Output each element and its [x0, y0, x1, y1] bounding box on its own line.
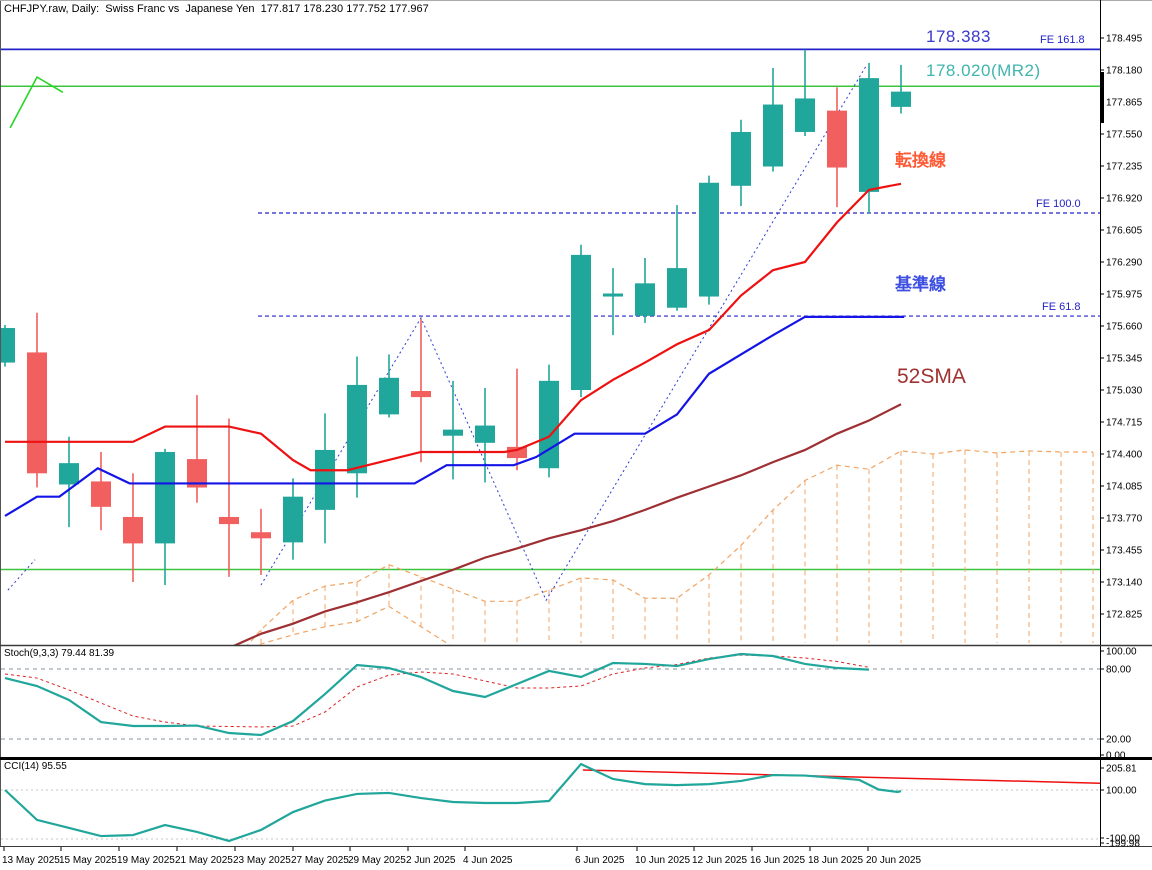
candle-body-18-Jun[interactable] — [827, 110, 847, 168]
cci-line — [4, 762, 902, 843]
date-axis-label: 6 Jun 2025 — [575, 855, 625, 866]
date-axis-label: 13 May 2025 — [2, 855, 60, 866]
cci-axis-label: -100.00 — [1106, 834, 1140, 845]
candle-body-27-May[interactable] — [315, 449, 335, 510]
zigzag-dotted-line — [7, 559, 36, 591]
kijun-line — [4, 315, 905, 517]
date-axis-label: 12 Jun 2025 — [692, 855, 747, 866]
price-axis-label: 172.825 — [1106, 610, 1143, 621]
stochastic-panel[interactable] — [1, 652, 1100, 740]
price-axis-label: 175.975 — [1106, 290, 1143, 301]
green-zigzag-line — [9, 75, 64, 129]
date-axis-label: 10 Jun 2025 — [635, 855, 690, 866]
price-axis-label: 174.715 — [1106, 418, 1143, 429]
price-axis-label: 174.400 — [1106, 450, 1143, 461]
date-axis-label: 27 May 2025 — [291, 855, 349, 866]
date-axis-label: 23 May 2025 — [233, 855, 291, 866]
stoch-axis-label: 0.00 — [1106, 751, 1126, 762]
date-axis-label: 21 May 2025 — [175, 855, 233, 866]
candle-body-3-Jun[interactable] — [475, 425, 495, 443]
candle-body-21-May[interactable] — [187, 459, 207, 488]
sma52-line — [230, 403, 902, 646]
cci-panel[interactable] — [1, 762, 1151, 843]
tenkan-line — [5, 182, 902, 472]
candle-body-19-Jun[interactable] — [859, 78, 879, 192]
candle-body-13-May[interactable] — [0, 328, 15, 363]
main-price-panel[interactable] — [0, 48, 1100, 692]
price-axis-label: 177.550 — [1106, 130, 1143, 141]
candle-body-4-Jun[interactable] — [507, 446, 527, 459]
date-axis-label: 16 Jun 2025 — [750, 855, 805, 866]
date-axis-label: 2 Jun 2025 — [406, 855, 456, 866]
price-axis-label: 176.920 — [1106, 194, 1143, 205]
date-axis-label: 18 Jun 2025 — [808, 855, 863, 866]
candle-body-17-Jun[interactable] — [795, 98, 815, 132]
price-axis-label: 173.140 — [1106, 578, 1143, 589]
candle-body-5-Jun[interactable] — [539, 380, 559, 469]
date-axis-label: 20 Jun 2025 — [866, 855, 921, 866]
zigzag-dotted-line — [260, 65, 867, 602]
cci-axis-label: 205.81 — [1106, 764, 1137, 775]
cloud-lower-span — [258, 605, 453, 646]
price-axis-label: 174.085 — [1106, 482, 1143, 493]
price-axis-label: 176.290 — [1106, 258, 1143, 269]
date-axis-label: 4 Jun 2025 — [463, 855, 513, 866]
price-axis-label: 175.345 — [1106, 354, 1143, 365]
price-axis-label: 177.865 — [1106, 98, 1143, 109]
candle-body-16-Jun[interactable] — [763, 104, 783, 167]
panel-separator-cci[interactable] — [0, 757, 1152, 760]
candle-body-20-Jun[interactable] — [891, 91, 911, 107]
candle-body-2-Jun[interactable] — [443, 429, 463, 436]
candle-body-11-Jun[interactable] — [667, 268, 687, 308]
candle-body-22-May[interactable] — [219, 516, 239, 525]
date-axis-label: 15 May 2025 — [59, 855, 117, 866]
price-axis-label: 175.660 — [1106, 322, 1143, 333]
cci-signal-line — [582, 769, 1100, 784]
cci-axis-label: 100.00 — [1106, 786, 1137, 797]
stoch-axis-label: 80.00 — [1106, 665, 1131, 676]
candle-body-29-May[interactable] — [379, 377, 399, 415]
stoch-k-line — [4, 652, 870, 737]
candle-body-6-Jun[interactable] — [571, 254, 591, 390]
candle-body-23-May[interactable] — [251, 532, 271, 539]
price-axis-label: 178.180 — [1106, 66, 1143, 77]
price-axis-range-marker[interactable] — [1100, 72, 1104, 123]
candle-body-19-May[interactable] — [123, 516, 143, 544]
candle-body-10-Jun[interactable] — [635, 283, 655, 316]
stoch-axis-label: 20.00 — [1106, 735, 1131, 746]
cloud-upper-span — [245, 449, 1093, 646]
candle-body-14-May[interactable] — [27, 352, 47, 474]
candle-body-12-Jun[interactable] — [699, 182, 719, 297]
price-axis-label: 175.030 — [1106, 386, 1143, 397]
price-axis-label: 173.770 — [1106, 514, 1143, 525]
date-axis-label: 19 May 2025 — [117, 855, 175, 866]
price-axis-label: 178.495 — [1106, 34, 1143, 45]
cci-axis-label: -199.98 — [1106, 839, 1140, 850]
candle-body-13-Jun[interactable] — [731, 131, 751, 186]
price-axis-label: 173.455 — [1106, 546, 1143, 557]
price-axis-label: 177.235 — [1106, 162, 1143, 173]
candle-body-28-May[interactable] — [347, 384, 367, 474]
price-axis-label: 176.605 — [1106, 226, 1143, 237]
stoch-d-line — [4, 654, 870, 728]
candle-body-26-May[interactable] — [283, 496, 303, 543]
candle-body-20-May[interactable] — [155, 451, 175, 544]
candle-body-9-Jun[interactable] — [603, 293, 623, 297]
candle-body-30-May[interactable] — [411, 391, 431, 398]
candle-body-15-May[interactable] — [59, 463, 79, 485]
candle-body-16-May[interactable] — [91, 481, 111, 507]
stoch-axis-label: 100.00 — [1106, 647, 1137, 658]
date-axis-label: 29 May 2025 — [348, 855, 406, 866]
